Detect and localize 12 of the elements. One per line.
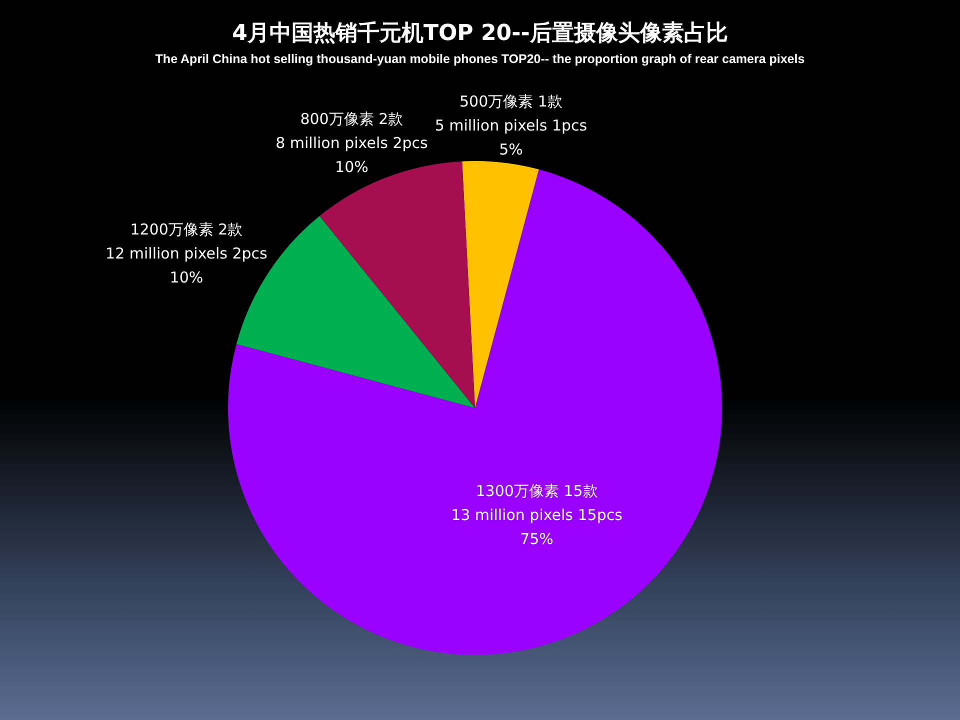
data-label: 10% [170,268,204,286]
pie-slice [320,161,475,408]
data-label: 10% [335,158,368,176]
chart-subtitle: The April China hot selling thousand-yuan mobile phones TOP20-- the proportion graph of rear camera pixels [155,52,805,66]
slice-label: 1200万像素 2款 12 million pixels 2pcs [106,220,268,262]
slice-label: 1300万像素 15款 13 million pixels 15pcs [451,482,623,524]
slice-label: 800万像素 2款 8 million pixels 2pcs [276,110,428,152]
pie-slice [462,161,539,408]
chart-title: 4月中国热销千元机TOP 20--后置摄像头像素占比 [232,21,728,46]
data-label: 75% [520,530,554,548]
data-label: 5% [499,140,523,159]
slice-label: 500万像素 1款 5 million pixels 1pcs [434,92,588,135]
